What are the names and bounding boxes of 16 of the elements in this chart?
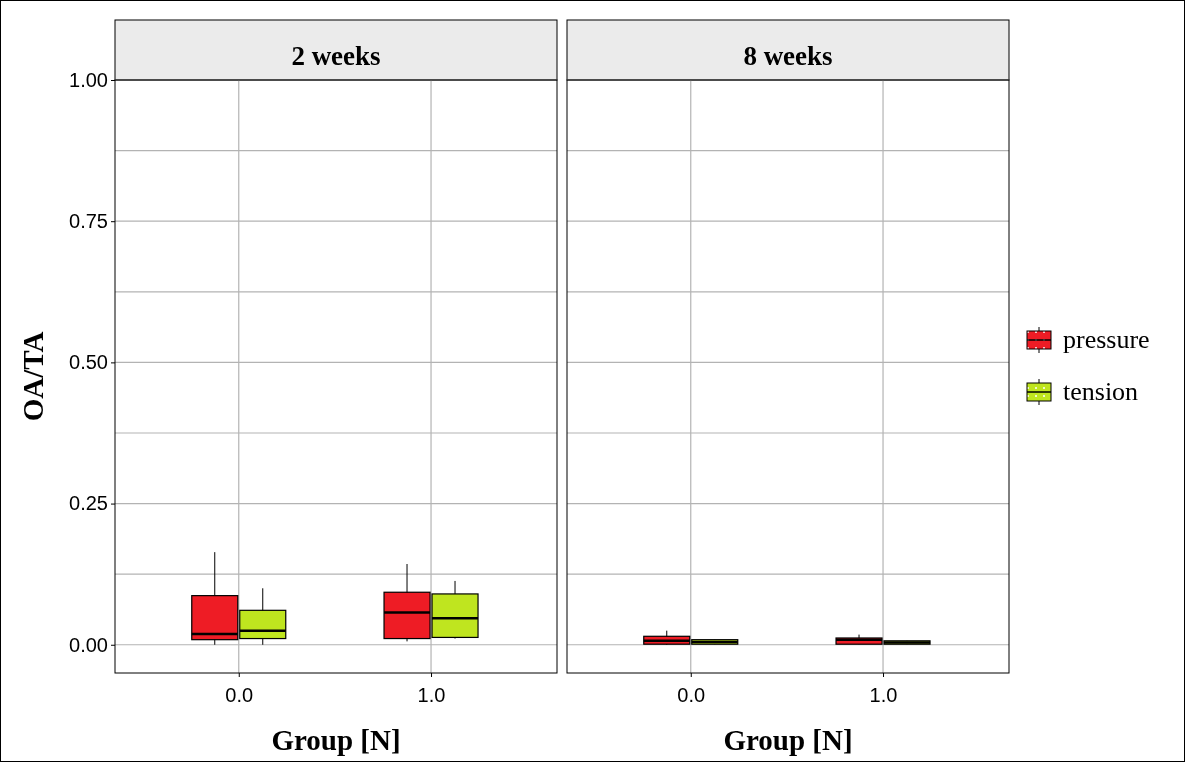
x-axis-title: Group [N] bbox=[723, 724, 853, 756]
y-tick-label: 1.00 bbox=[69, 68, 108, 91]
x-tick-label: 1.0 bbox=[869, 684, 898, 706]
chart-title: 2 weeks bbox=[291, 41, 381, 71]
x-tick-label: 0.0 bbox=[677, 684, 706, 706]
y-tick-label: 0.25 bbox=[69, 492, 108, 515]
y-axis-title: OA/TA bbox=[17, 331, 49, 422]
y-tick-label: 0.50 bbox=[69, 351, 108, 374]
x-axis-title: Group [N] bbox=[271, 724, 401, 756]
y-tick-label: 0.00 bbox=[69, 633, 108, 656]
legend-label: pressure bbox=[1063, 325, 1150, 354]
legend-label: tension bbox=[1063, 377, 1139, 406]
chart-title: 8 weeks bbox=[743, 41, 833, 71]
x-tick-label: 0.0 bbox=[225, 684, 254, 706]
x-tick-label: 1.0 bbox=[417, 684, 446, 706]
y-tick-label: 0.75 bbox=[69, 210, 108, 233]
